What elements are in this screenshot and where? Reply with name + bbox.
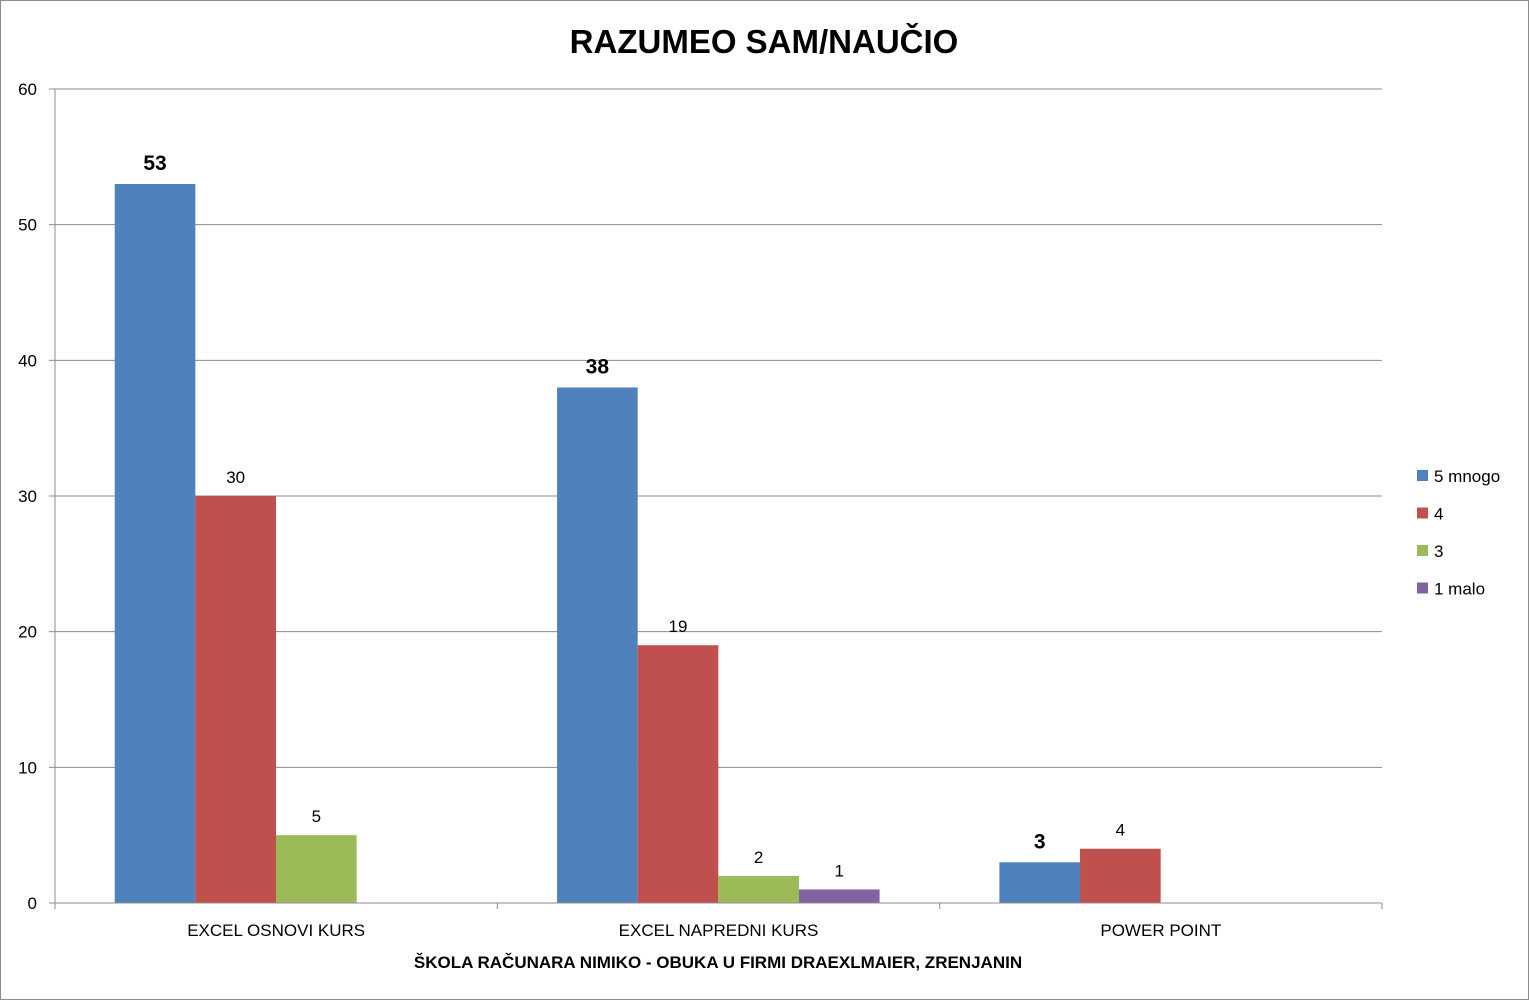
legend-label: 4 bbox=[1434, 505, 1443, 524]
bar bbox=[275, 835, 357, 903]
bar bbox=[637, 645, 719, 903]
x-tick-label: EXCEL NAPREDNI KURS bbox=[619, 921, 819, 940]
data-label: 3 bbox=[1034, 830, 1046, 853]
y-tick-label: 60 bbox=[18, 80, 37, 99]
data-label: 38 bbox=[586, 355, 610, 378]
y-tick-label: 50 bbox=[18, 216, 37, 235]
data-label: 1 bbox=[835, 861, 844, 880]
data-label: 53 bbox=[143, 152, 166, 175]
y-tick-label: 0 bbox=[28, 894, 37, 913]
chart-title: RAZUMEO SAM/NAUČIO bbox=[570, 22, 959, 60]
data-label: 5 bbox=[312, 807, 321, 826]
bar bbox=[718, 875, 799, 903]
bar bbox=[798, 889, 880, 903]
y-tick-label: 30 bbox=[18, 487, 37, 506]
y-tick-label: 40 bbox=[18, 351, 37, 370]
x-tick-label: POWER POINT bbox=[1100, 921, 1221, 940]
data-label: 2 bbox=[754, 848, 763, 867]
bar bbox=[999, 862, 1081, 903]
y-tick-label: 20 bbox=[18, 623, 37, 642]
legend-swatch bbox=[1417, 582, 1428, 594]
y-tick-label: 10 bbox=[18, 758, 37, 777]
legend-swatch bbox=[1417, 545, 1428, 556]
bar bbox=[1080, 848, 1161, 903]
x-tick-label: EXCEL OSNOVI KURS bbox=[187, 921, 365, 940]
legend-swatch bbox=[1417, 507, 1428, 519]
legend-label: 1 malo bbox=[1434, 580, 1485, 599]
legend-swatch bbox=[1417, 470, 1428, 481]
data-label: 19 bbox=[669, 617, 688, 636]
bar bbox=[195, 496, 276, 903]
legend-label: 3 bbox=[1434, 542, 1443, 561]
x-axis-label: ŠKOLA RAČUNARA NIMIKO - OBUKA U FIRMI DR… bbox=[414, 953, 1022, 972]
data-label: 4 bbox=[1116, 821, 1125, 840]
bar bbox=[114, 183, 196, 903]
bar bbox=[557, 387, 638, 903]
legend-label: 5 mnogo bbox=[1434, 467, 1500, 486]
data-label: 30 bbox=[226, 468, 245, 487]
